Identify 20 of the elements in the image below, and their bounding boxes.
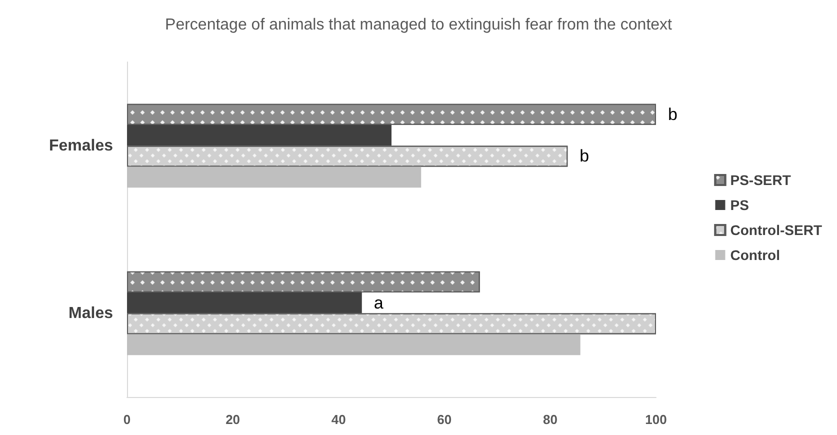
x-tick-label: 40 [331, 412, 346, 427]
bar [127, 124, 392, 146]
legend-label: Control-SERT [730, 222, 822, 238]
data-label: b [668, 104, 678, 124]
bar [127, 166, 422, 188]
legend-label: PS-SERT [730, 172, 792, 188]
data-label: b [580, 146, 590, 166]
chart-title: Percentage of animals that managed to extinguish fear from the context [165, 16, 673, 34]
x-tick-label: 20 [226, 412, 240, 427]
data-label: a [374, 293, 384, 312]
bar [127, 292, 362, 314]
y-tick-label: Males [68, 304, 114, 322]
x-tick-label: 100 [645, 412, 667, 427]
x-tick-label: 80 [542, 412, 558, 427]
legend-label: PS [730, 197, 749, 213]
x-tick-label: 0 [123, 412, 131, 427]
legend-label: Control [730, 247, 780, 263]
x-tick-label: 60 [437, 412, 452, 427]
bar [127, 334, 580, 356]
y-tick-label: Females [48, 137, 114, 154]
